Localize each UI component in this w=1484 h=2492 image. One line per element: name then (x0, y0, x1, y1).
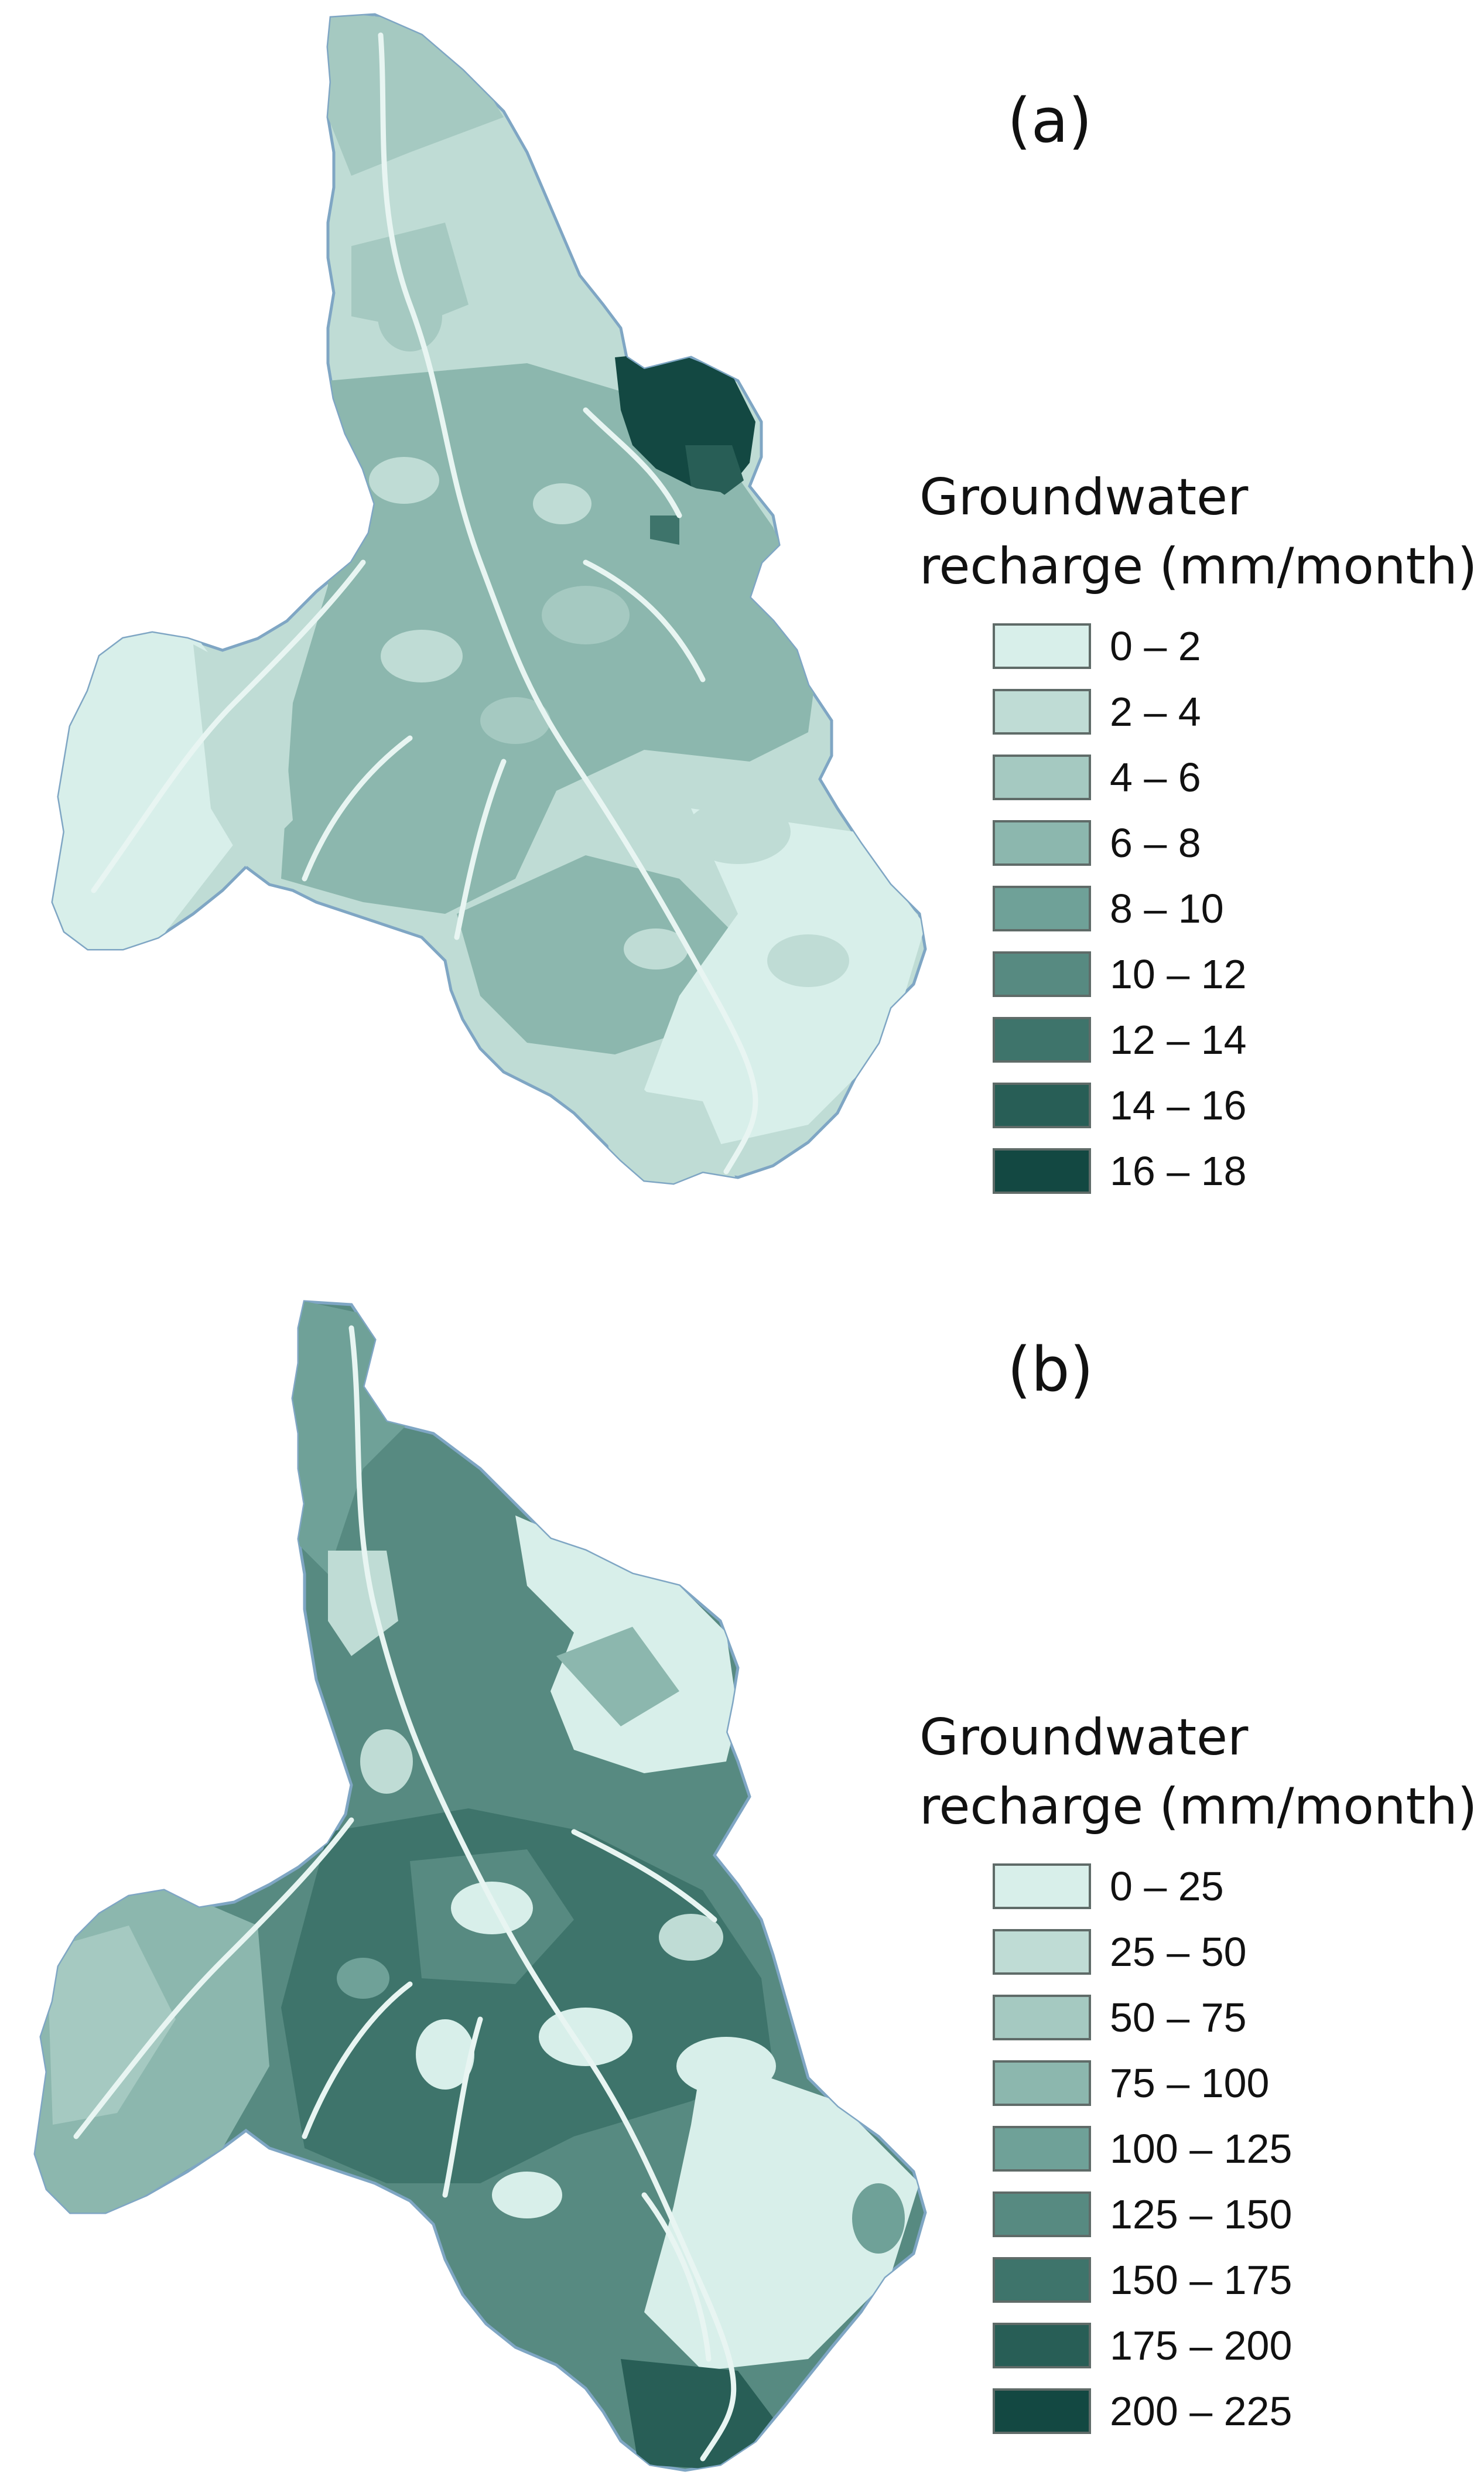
legend-swatch (993, 2126, 1091, 2172)
legend-swatch (993, 2323, 1091, 2368)
legend-b: Groundwater recharge (mm/month) 0 – 25 2… (919, 1703, 1478, 2434)
legend-range: 14 – 16 (1110, 1083, 1247, 1128)
legend-range: 6 – 8 (1110, 820, 1201, 866)
legend-item: 0 – 2 (993, 620, 1201, 673)
legend-range: 0 – 25 (1110, 1863, 1224, 1909)
legend-swatch (993, 820, 1091, 866)
legend-range: 75 – 100 (1110, 2060, 1270, 2106)
legend-item: 150 – 175 (993, 2254, 1292, 2306)
legend-swatch (993, 2388, 1091, 2434)
legend-item: 125 – 150 (993, 2188, 1292, 2241)
legend-range: 2 – 4 (1110, 689, 1201, 735)
legend-item: 50 – 75 (993, 1991, 1247, 2044)
legend-range: 8 – 10 (1110, 886, 1224, 931)
legend-range: 12 – 14 (1110, 1017, 1247, 1063)
legend-title-line1: Groundwater (919, 468, 1249, 527)
panel-a: (a) Groundwater recharge (mm/month) 0 – … (0, 0, 1478, 1246)
legend-range: 50 – 75 (1110, 1995, 1247, 2040)
legend-swatch (993, 951, 1091, 997)
legend-range: 175 – 200 (1110, 2323, 1292, 2368)
panel-b: (b) Groundwater recharge (mm/month) 0 – … (0, 1246, 1484, 2492)
legend-item: 16 – 18 (993, 1145, 1247, 1197)
legend-range: 4 – 6 (1110, 755, 1201, 800)
legend-title-line1: Groundwater (919, 1708, 1249, 1767)
legend-item: 10 – 12 (993, 948, 1247, 1001)
legend-range: 150 – 175 (1110, 2257, 1292, 2303)
panel-label-a: (a) (1007, 85, 1092, 156)
legend-item: 0 – 25 (993, 1860, 1224, 1913)
legend-range: 125 – 150 (1110, 2191, 1292, 2237)
recharge-map-a (0, 0, 996, 1246)
legend-swatch (993, 886, 1091, 931)
legend-range: 0 – 2 (1110, 623, 1201, 669)
legend-title-line2: recharge (mm/month) (919, 1777, 1478, 1836)
legend-swatch (993, 1929, 1091, 1975)
legend-item: 14 – 16 (993, 1079, 1247, 1132)
legend-range: 100 – 125 (1110, 2126, 1292, 2172)
legend-range: 16 – 18 (1110, 1148, 1247, 1194)
legend-swatch (993, 2257, 1091, 2303)
legend-item: 100 – 125 (993, 2122, 1292, 2175)
legend-item: 200 – 225 (993, 2385, 1292, 2438)
legend-item: 12 – 14 (993, 1013, 1247, 1066)
legend-range: 200 – 225 (1110, 2388, 1292, 2434)
legend-swatch (993, 689, 1091, 735)
legend-swatch (993, 1863, 1091, 1909)
legend-swatch (993, 1148, 1091, 1194)
legend-item: 75 – 100 (993, 2057, 1269, 2109)
recharge-map-b (0, 1246, 996, 2492)
legend-a: Groundwater recharge (mm/month) 0 – 2 2 … (919, 463, 1478, 1194)
legend-swatch (993, 2191, 1091, 2237)
legend-title-line2: recharge (mm/month) (919, 537, 1478, 596)
legend-swatch (993, 755, 1091, 800)
legend-swatch (993, 1995, 1091, 2040)
legend-range: 25 – 50 (1110, 1929, 1247, 1975)
legend-swatch (993, 1083, 1091, 1128)
legend-item: 2 – 4 (993, 685, 1201, 738)
legend-item: 175 – 200 (993, 2319, 1292, 2372)
legend-item: 4 – 6 (993, 751, 1201, 804)
legend-item: 6 – 8 (993, 817, 1201, 869)
legend-item: 25 – 50 (993, 1926, 1247, 1978)
legend-swatch (993, 2060, 1091, 2106)
legend-range: 10 – 12 (1110, 951, 1247, 997)
legend-swatch (993, 623, 1091, 669)
panel-label-b: (b) (1007, 1334, 1094, 1405)
legend-swatch (993, 1017, 1091, 1063)
legend-item: 8 – 10 (993, 882, 1224, 935)
